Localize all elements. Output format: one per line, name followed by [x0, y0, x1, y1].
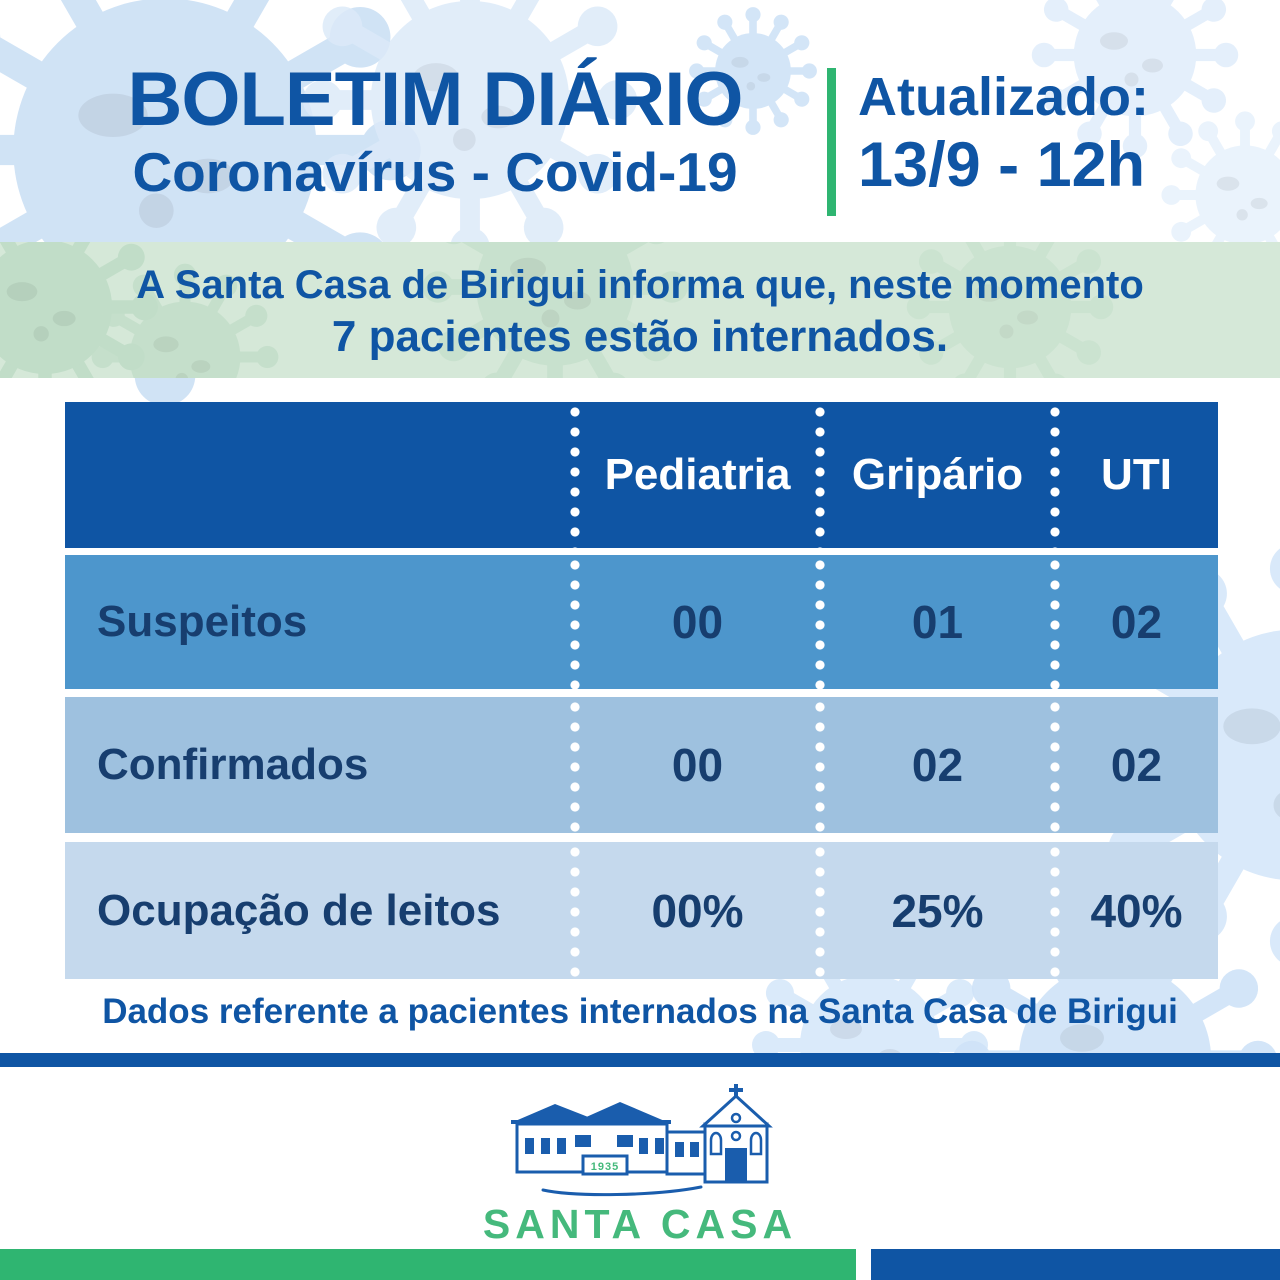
santa-casa-building-logo: 1935: [511, 1084, 773, 1197]
row-label: Suspeitos: [97, 597, 308, 646]
column-header-uti: UTI: [1101, 450, 1172, 499]
cell-value: 00: [671, 596, 724, 648]
table-corner-cell: [65, 402, 580, 548]
cell-value: 40%: [1090, 884, 1183, 937]
cell-value: 25%: [891, 884, 984, 937]
row-label: Ocupação de leitos: [97, 885, 501, 935]
logo-name: SANTA CASA: [482, 1201, 798, 1247]
header-green-divider: [827, 68, 836, 216]
cell-value: 00%: [651, 884, 744, 937]
table-header-row: Pediatria Gripário UTI: [65, 402, 1218, 548]
bottom-green-bar: [0, 1249, 856, 1280]
page-subtitle: Coronavírus - Covid-19: [132, 141, 738, 203]
updated-label: Atualizado:: [858, 67, 1149, 127]
info-banner: A Santa Casa de Birigui informa que, nes…: [0, 242, 1280, 378]
svg-text:1935: 1935: [591, 1161, 619, 1173]
cell-value: 02: [1110, 739, 1163, 791]
column-header-gripario: Gripário: [820, 402, 1060, 548]
updated-block: Atualizado: 13/9 - 12h: [858, 66, 1258, 202]
table-row-ocupacao-de-leitos: Ocupação de leitos 00% 25% 40%: [65, 842, 1218, 979]
column-header-pediatria: Pediatria: [575, 402, 825, 548]
banner-text: A Santa Casa de Birigui informa que, nes…: [0, 242, 1280, 364]
hospital-occupancy-table: Pediatria Gripário UTI Suspeitos 00 01 0…: [65, 402, 1218, 979]
footnote-text: Dados referente a pacientes internados n…: [102, 992, 1178, 1031]
blue-divider-bar: [0, 1053, 1280, 1067]
cell-value: 02: [1110, 596, 1163, 648]
table-row-confirmados: Confirmados 00 02 02: [65, 697, 1218, 833]
bottom-blue-bar: [871, 1249, 1280, 1280]
updated-datetime: 13/9 - 12h: [858, 130, 1146, 200]
cell-value: 00: [671, 739, 724, 791]
table-row-suspeitos: Suspeitos 00 01 02: [65, 555, 1218, 689]
banner-line1: A Santa Casa de Birigui informa que, nes…: [136, 263, 1144, 307]
cell-value: 01: [911, 596, 964, 648]
page-title: BOLETIM DIÁRIO: [127, 57, 743, 142]
row-label: Confirmados: [97, 740, 369, 789]
header-title-block: BOLETIM DIÁRIO Coronavírus - Covid-19: [55, 57, 815, 203]
banner-line2: 7 pacientes estão internados.: [331, 312, 949, 361]
cell-value: 02: [911, 739, 964, 791]
